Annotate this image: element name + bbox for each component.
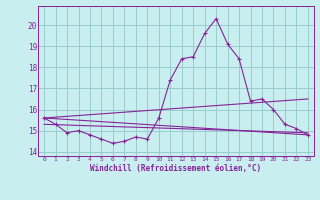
X-axis label: Windchill (Refroidissement éolien,°C): Windchill (Refroidissement éolien,°C) [91,164,261,173]
